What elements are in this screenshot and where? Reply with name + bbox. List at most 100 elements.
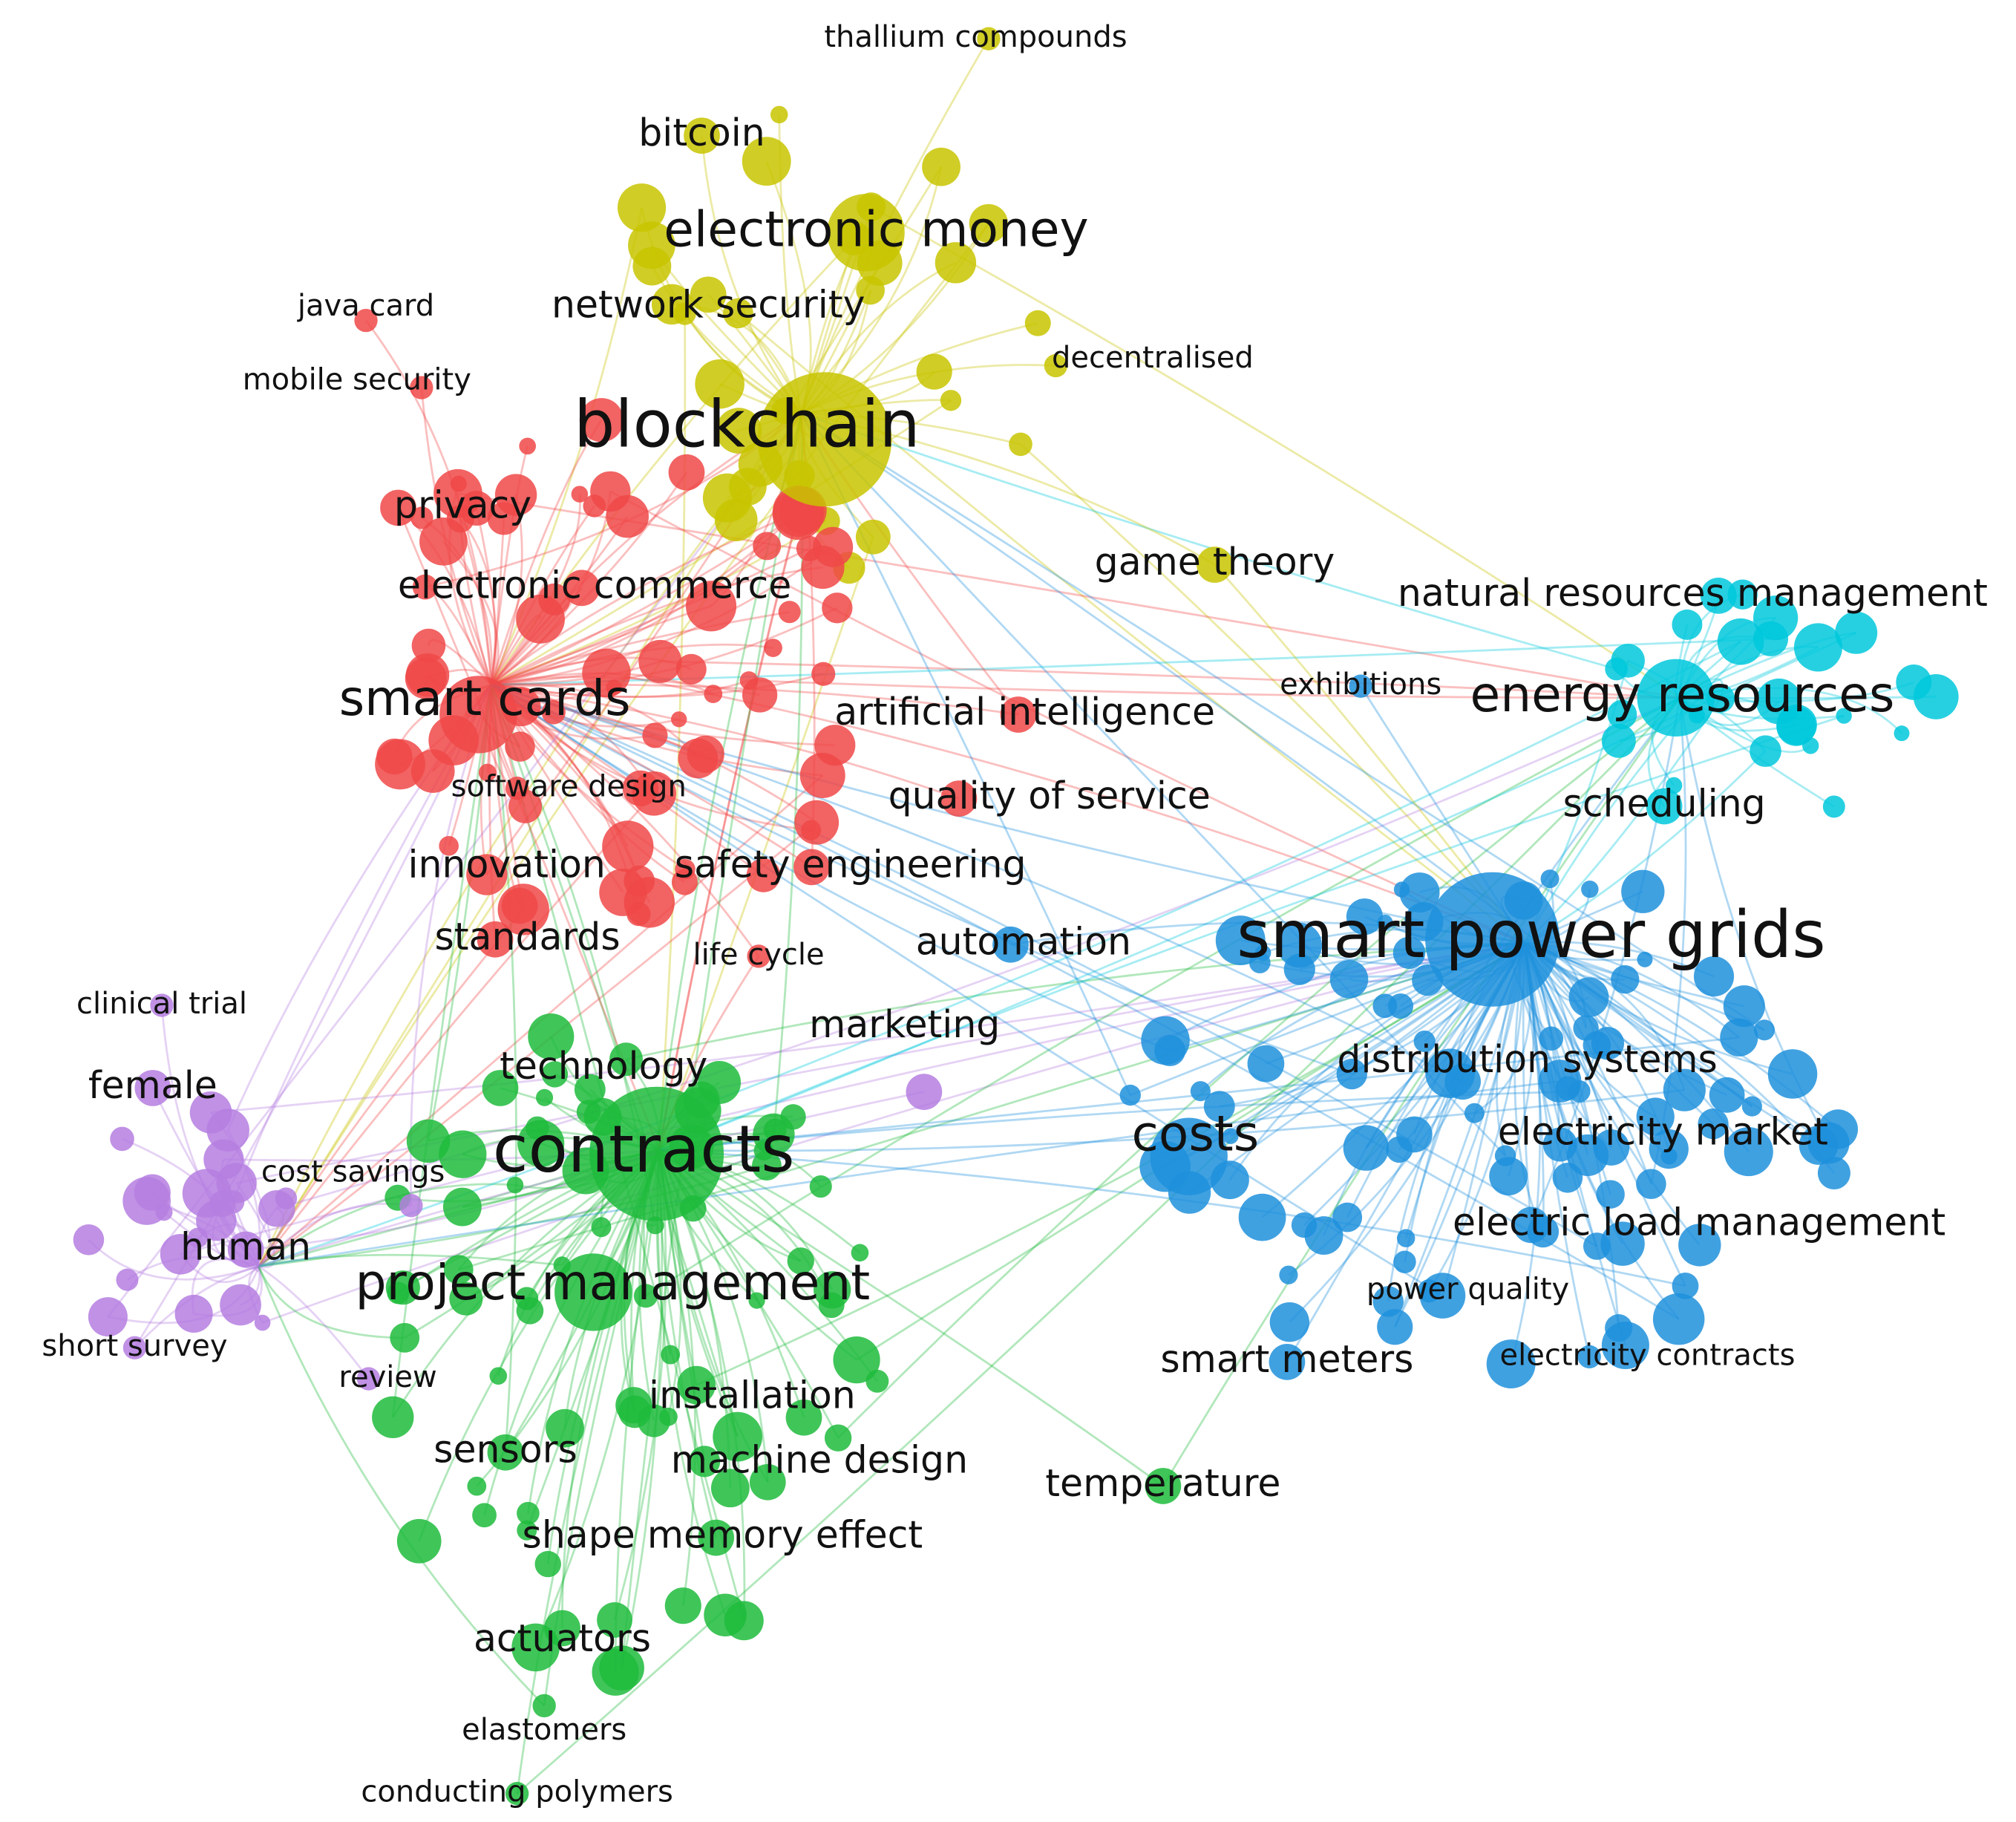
node bbox=[1663, 1068, 1706, 1111]
node bbox=[122, 1336, 147, 1359]
node bbox=[1591, 1027, 1625, 1060]
node bbox=[1444, 1063, 1481, 1100]
edge bbox=[491, 679, 750, 698]
node bbox=[536, 1088, 554, 1106]
node bbox=[1396, 1229, 1416, 1247]
edge bbox=[491, 520, 827, 686]
node bbox=[1044, 353, 1068, 378]
edge bbox=[210, 942, 1525, 1114]
node bbox=[1372, 993, 1398, 1019]
edge bbox=[748, 679, 1680, 699]
node-label: human bbox=[180, 1224, 311, 1268]
node bbox=[809, 1175, 832, 1198]
node bbox=[827, 194, 905, 272]
node bbox=[770, 105, 788, 124]
node-label: electronic commerce bbox=[398, 563, 791, 607]
node bbox=[687, 735, 724, 773]
node bbox=[977, 27, 1001, 50]
node bbox=[671, 711, 687, 728]
node-label: bitcoin bbox=[638, 111, 765, 154]
node bbox=[764, 639, 782, 657]
node-label: safety engineering bbox=[675, 842, 1027, 886]
node bbox=[439, 676, 517, 754]
edge bbox=[258, 1265, 370, 1379]
node bbox=[1279, 1265, 1298, 1284]
node bbox=[1119, 1084, 1141, 1106]
node bbox=[1693, 956, 1735, 997]
node bbox=[439, 1130, 487, 1178]
node bbox=[1540, 869, 1560, 889]
node bbox=[689, 1446, 721, 1477]
node bbox=[1269, 1302, 1310, 1342]
node bbox=[534, 1550, 561, 1578]
node bbox=[182, 1169, 232, 1218]
edge bbox=[442, 541, 500, 685]
node bbox=[546, 1408, 584, 1448]
node bbox=[1269, 1344, 1306, 1380]
node bbox=[1754, 1019, 1776, 1041]
node-label: smart power grids bbox=[1237, 897, 1825, 973]
node bbox=[574, 1074, 606, 1106]
node bbox=[487, 1434, 524, 1471]
node bbox=[579, 398, 624, 443]
node bbox=[372, 1396, 414, 1439]
node bbox=[1767, 1049, 1818, 1099]
edge bbox=[491, 566, 823, 686]
node bbox=[1717, 618, 1764, 665]
node bbox=[1349, 674, 1372, 698]
edge bbox=[1524, 942, 1793, 1075]
node bbox=[1894, 725, 1910, 742]
node bbox=[405, 657, 447, 699]
node bbox=[855, 519, 891, 555]
node bbox=[1141, 1016, 1190, 1065]
node bbox=[742, 677, 778, 713]
node bbox=[1724, 1127, 1773, 1177]
node bbox=[1818, 1109, 1859, 1149]
edge bbox=[1020, 443, 1526, 944]
node bbox=[723, 298, 753, 329]
edge bbox=[491, 684, 1424, 923]
node bbox=[1413, 1030, 1436, 1053]
edge bbox=[258, 640, 1741, 1267]
node bbox=[387, 1281, 410, 1305]
node bbox=[1750, 735, 1781, 767]
node bbox=[1377, 1309, 1413, 1345]
edge bbox=[701, 135, 802, 414]
node bbox=[1399, 872, 1440, 913]
node bbox=[742, 137, 791, 186]
node bbox=[922, 147, 960, 186]
node-label: sensors bbox=[433, 1428, 577, 1472]
edge bbox=[258, 1253, 563, 1267]
node-label: innovation bbox=[408, 842, 606, 886]
edge bbox=[258, 792, 655, 1267]
edge bbox=[491, 684, 1171, 1052]
edge bbox=[516, 1149, 661, 1794]
edge bbox=[626, 942, 1525, 1061]
node bbox=[354, 308, 378, 333]
node bbox=[746, 858, 781, 892]
node bbox=[1150, 1117, 1228, 1195]
edge bbox=[546, 1149, 661, 1564]
edge bbox=[490, 494, 581, 686]
node bbox=[516, 594, 565, 644]
node bbox=[1215, 915, 1266, 966]
node-label: elastomers bbox=[462, 1713, 626, 1747]
node bbox=[1793, 623, 1842, 672]
edge bbox=[659, 1088, 1685, 1152]
node bbox=[411, 628, 446, 663]
node-label: electronic money bbox=[664, 200, 1088, 258]
node bbox=[1637, 659, 1715, 737]
node bbox=[410, 376, 433, 399]
edge bbox=[606, 671, 1525, 944]
node bbox=[515, 1287, 539, 1310]
edge bbox=[490, 445, 529, 685]
edge bbox=[837, 696, 1680, 1439]
node bbox=[517, 1501, 540, 1525]
node-label: short survey bbox=[42, 1329, 227, 1363]
labels: thallium compounds bitcoin electronic mone… bbox=[42, 20, 1988, 1809]
node bbox=[906, 1074, 943, 1111]
edge bbox=[262, 942, 1525, 1324]
node bbox=[1600, 1221, 1645, 1266]
node bbox=[1835, 611, 1878, 654]
node bbox=[1489, 1157, 1528, 1196]
